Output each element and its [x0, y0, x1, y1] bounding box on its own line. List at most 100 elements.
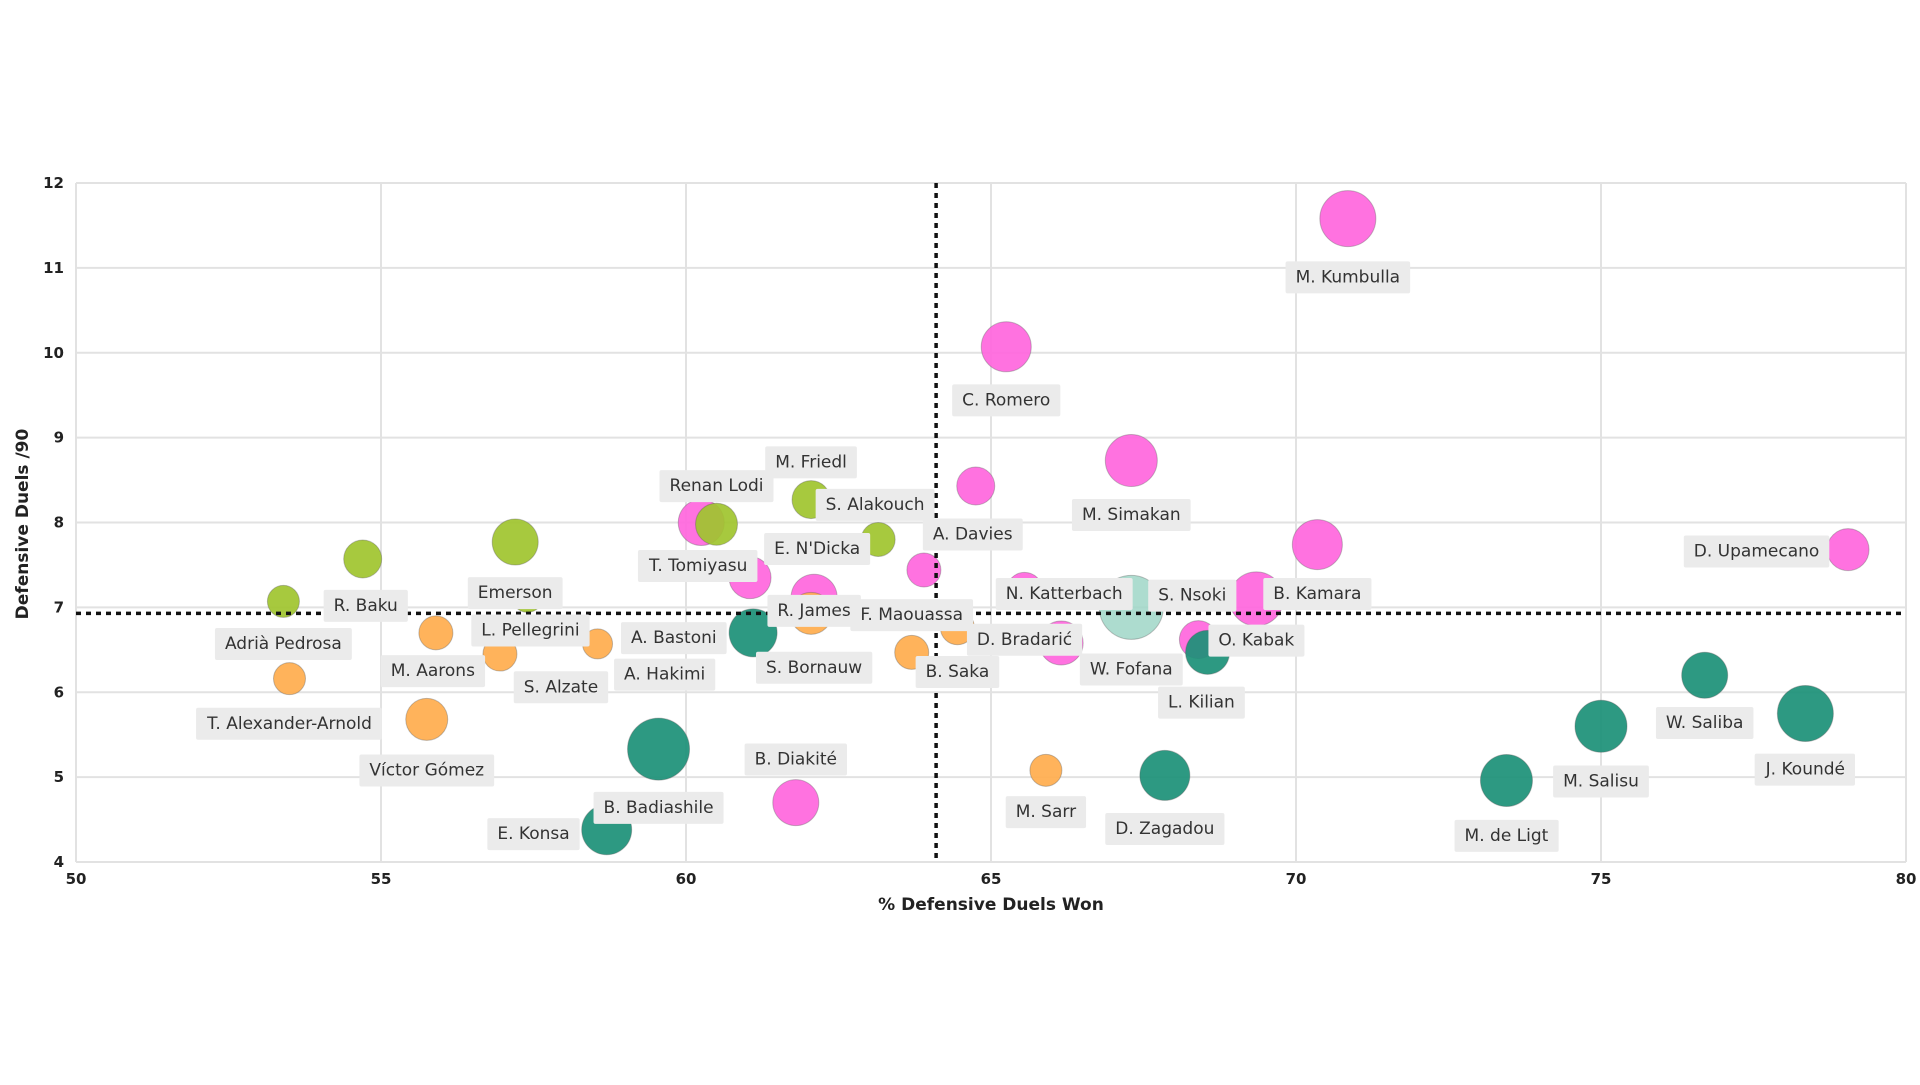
data-point[interactable]: [405, 697, 449, 741]
data-point[interactable]: [627, 717, 691, 781]
point-label: W. Saliba: [1655, 706, 1754, 739]
point-label: Emerson: [467, 577, 563, 610]
point-label-box: [765, 446, 857, 479]
point-label: R. James: [767, 594, 861, 627]
point-label-box: [1454, 819, 1559, 852]
point-label: B. Saka: [915, 656, 1000, 689]
point-label-box: [637, 549, 758, 582]
point-label-text: Emerson: [478, 583, 553, 603]
point-label: L. Kilian: [1158, 686, 1245, 719]
point-label: F. Maouassa: [850, 599, 974, 632]
y-tick-label: 12: [43, 174, 64, 192]
point-label-text: N. Katterbach: [1006, 584, 1123, 604]
point-label: N. Katterbach: [995, 577, 1133, 610]
data-point[interactable]: [956, 466, 996, 506]
point-label: A. Hakimi: [614, 658, 716, 691]
point-label: M. Sarr: [1005, 796, 1087, 829]
point-label: Renan Lodi: [659, 470, 774, 503]
point-label-text: B. Kamara: [1273, 584, 1361, 604]
point-label-box: [767, 594, 861, 627]
point-label: B. Kamara: [1263, 577, 1372, 610]
point-label-box: [850, 599, 974, 632]
point-label-box: [1683, 535, 1830, 568]
data-point[interactable]: [273, 662, 306, 696]
data-point[interactable]: [728, 608, 778, 658]
point-label: D. Bradarić: [966, 623, 1083, 656]
point-label: C. Romero: [952, 384, 1061, 417]
data-point[interactable]: [1139, 749, 1191, 801]
data-point[interactable]: [266, 584, 300, 618]
point-label-box: [659, 470, 774, 503]
point-label-text: M. Salisu: [1563, 772, 1639, 792]
y-axis-title: Defensive Duels /90: [13, 429, 33, 620]
point-label: D. Upamecano: [1683, 535, 1830, 568]
x-axis-title: % Defensive Duels Won: [878, 895, 1104, 915]
point-label-box: [922, 518, 1023, 551]
point-label: E. N'Dicka: [764, 532, 871, 565]
point-label-box: [1263, 577, 1372, 610]
data-point[interactable]: [1104, 434, 1158, 488]
point-label-text: D. Bradarić: [977, 630, 1072, 650]
tick-layer: 50 55 60 65 70 75 80 4 5 6 7 8 9 10 11 12: [43, 174, 1916, 888]
data-point[interactable]: [1291, 519, 1343, 571]
x-tick-label: 55: [371, 870, 392, 888]
point-label-box: [487, 818, 580, 851]
point-label-text: E. Konsa: [497, 824, 569, 844]
point-label: A. Bastoni: [620, 622, 727, 655]
point-label-text: M. Simakan: [1082, 505, 1181, 525]
data-point[interactable]: [1574, 699, 1628, 753]
data-point[interactable]: [1826, 528, 1870, 572]
point-label-box: [593, 791, 724, 824]
point-label: J. Koundé: [1754, 753, 1856, 786]
data-point[interactable]: [980, 321, 1032, 373]
data-point[interactable]: [1319, 190, 1377, 248]
point-label-text: F. Maouassa: [860, 605, 963, 625]
point-labels: M. Kumbulla C. Romero M. Simakan A. Davies D…: [196, 261, 1856, 852]
point-label-text: O. Kabak: [1218, 631, 1294, 651]
point-label-text: Renan Lodi: [670, 476, 764, 496]
data-point[interactable]: [1479, 754, 1533, 808]
data-point[interactable]: [343, 539, 383, 579]
point-label-box: [995, 577, 1133, 610]
point-label-box: [359, 754, 495, 787]
point-label-box: [744, 743, 848, 776]
point-label-text: M. Aarons: [391, 661, 475, 681]
point-label-box: [323, 589, 408, 622]
point-label-text: M. Kumbulla: [1296, 267, 1401, 287]
point-label-text: B. Saka: [926, 662, 990, 682]
point-label-box: [1208, 624, 1305, 657]
point-label: E. Konsa: [487, 818, 580, 851]
data-point[interactable]: [1681, 651, 1729, 699]
y-tick-label: 5: [54, 768, 64, 786]
data-point[interactable]: [772, 779, 820, 827]
point-label: M. Simakan: [1071, 499, 1191, 532]
point-label-box: [1071, 499, 1191, 532]
point-label: W. Fofana: [1079, 653, 1183, 686]
point-label-box: [467, 577, 563, 610]
point-label-box: [1148, 579, 1237, 612]
point-label-box: [1158, 686, 1245, 719]
point-label: O. Kabak: [1208, 624, 1305, 657]
data-point[interactable]: [491, 518, 539, 566]
data-point[interactable]: [695, 502, 738, 546]
y-tick-label: 10: [43, 344, 64, 362]
point-label-box: [966, 623, 1083, 656]
point-label-text: L. Kilian: [1168, 693, 1235, 713]
y-tick-label: 6: [54, 683, 64, 701]
data-point[interactable]: [418, 615, 454, 651]
point-label-box: [620, 622, 727, 655]
data-point[interactable]: [1776, 684, 1834, 742]
point-label-text: R. James: [777, 601, 850, 621]
point-label: S. Nsoki: [1148, 579, 1237, 612]
y-tick-label: 7: [54, 598, 64, 616]
y-tick-label: 11: [43, 259, 64, 277]
point-label-text: M. Sarr: [1016, 802, 1076, 822]
point-label-text: W. Saliba: [1666, 713, 1744, 733]
data-point[interactable]: [1029, 753, 1063, 787]
point-label-text: A. Davies: [933, 525, 1013, 545]
y-tick-label: 8: [54, 514, 64, 532]
point-label-text: L. Pellegrini: [481, 620, 579, 640]
x-tick-label: 70: [1286, 870, 1307, 888]
data-point[interactable]: [906, 552, 942, 588]
